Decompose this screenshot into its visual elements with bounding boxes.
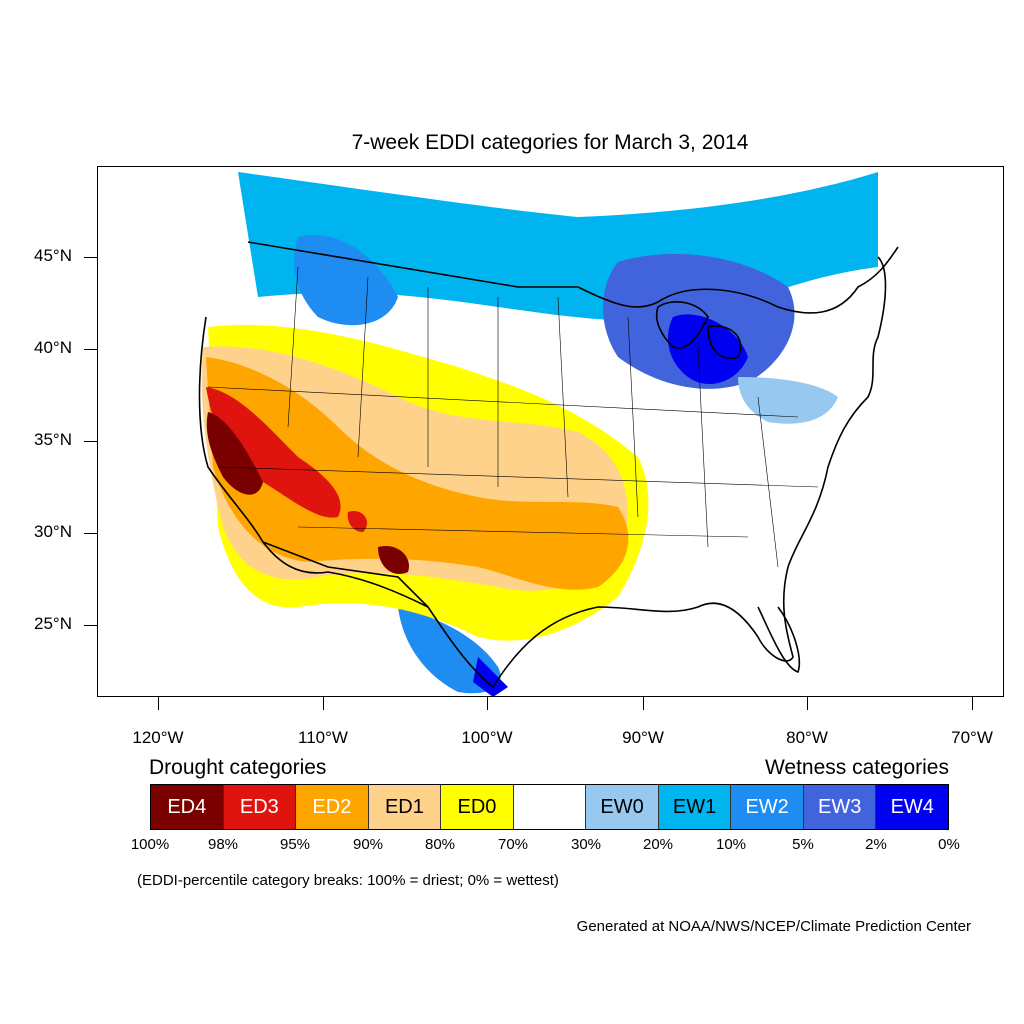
wetness-region-ew4: [668, 314, 748, 385]
legend-break: 100%: [130, 836, 170, 853]
wetness-legend-heading: Wetness categories: [764, 756, 949, 779]
mexico-border: [262, 541, 429, 608]
legend-cell-ed4: ED4: [151, 785, 224, 829]
wetness-region-texas-coast: [398, 607, 501, 694]
us-outline: [198, 256, 887, 688]
legend-break: 90%: [352, 836, 384, 853]
category-legend: ED4 ED3 ED2 ED1 ED0 EW0 EW1 EW2 EW3 EW4: [150, 784, 949, 830]
lat-tick: [84, 257, 97, 258]
lat-tick: [84, 625, 97, 626]
wetness-region-ew2: [294, 235, 398, 326]
lat-label: 45°N: [34, 246, 72, 265]
lat-label: 30°N: [34, 522, 72, 541]
drought-region-az: [347, 511, 368, 532]
legend-break: 30%: [570, 836, 602, 853]
great-lakes: [655, 301, 742, 359]
legend-cell-ew4: EW4: [876, 785, 949, 829]
legend-break: 95%: [279, 836, 311, 853]
lon-label: 80°W: [786, 728, 828, 747]
map-title: 7-week EDDI categories for March 3, 2014: [351, 131, 749, 154]
drought-legend-heading: Drought categories: [149, 756, 327, 779]
lon-tick: [158, 697, 159, 710]
drought-region-ed3: [206, 387, 341, 518]
lat-label: 25°N: [34, 614, 72, 633]
lon-label: 110°W: [298, 728, 348, 747]
legend-cell-ed0: ED0: [441, 785, 514, 829]
legend-cell-ew1: EW1: [658, 785, 732, 829]
legend-cell-ew3: EW3: [803, 785, 877, 829]
drought-region-nm: [378, 546, 409, 575]
legend-break: 80%: [424, 836, 456, 853]
lat-tick: [84, 533, 97, 534]
lon-tick: [807, 697, 808, 710]
legend-cell-ew0: EW0: [586, 785, 659, 829]
legend-break: 10%: [715, 836, 747, 853]
legend-break: 5%: [792, 836, 814, 853]
coastlines: [198, 241, 899, 688]
drought-region-ed2: [206, 357, 629, 590]
wetness-region-gulf: [473, 657, 508, 696]
lon-label: 90°W: [622, 728, 664, 747]
legend-cell-ew2: EW2: [731, 785, 804, 829]
lon-tick: [487, 697, 488, 710]
category-break-note: (EDDI-percentile category breaks: 100% =…: [137, 872, 559, 889]
credit-line: Generated at NOAA/NWS/NCEP/Climate Predi…: [576, 918, 971, 935]
wetness-region-ew0: [738, 377, 838, 424]
canada-border: [247, 241, 899, 314]
drought-region-ed4: [206, 412, 263, 495]
lat-label: 40°N: [34, 338, 72, 357]
lon-label: 120°W: [132, 728, 184, 747]
legend-break: 2%: [865, 836, 887, 853]
lon-tick: [643, 697, 644, 710]
state-borders: [207, 266, 819, 568]
legend-break: 20%: [642, 836, 674, 853]
legend-break: 70%: [497, 836, 529, 853]
legend-cell-ed3: ED3: [223, 785, 297, 829]
lat-label: 35°N: [34, 430, 72, 449]
eddi-map: [198, 172, 899, 696]
lon-label: 70°W: [951, 728, 993, 747]
lon-tick: [323, 697, 324, 710]
lat-tick: [84, 441, 97, 442]
state-line: [287, 266, 779, 568]
map-panel: [97, 166, 1004, 697]
legend-cell-normal: [513, 785, 587, 829]
lon-label: 100°W: [461, 728, 513, 747]
state-line: [207, 386, 819, 538]
legend-break: 98%: [207, 836, 239, 853]
legend-cell-ed2: ED2: [296, 785, 369, 829]
legend-cell-ed1: ED1: [368, 785, 442, 829]
lat-tick: [84, 349, 97, 350]
legend-break: 0%: [938, 836, 960, 853]
florida: [757, 606, 801, 674]
lon-tick: [972, 697, 973, 710]
